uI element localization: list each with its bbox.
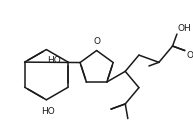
Text: O: O	[93, 37, 100, 46]
Text: OH: OH	[178, 24, 192, 33]
Text: O: O	[186, 51, 193, 60]
Text: HO: HO	[41, 107, 55, 116]
Text: HO: HO	[48, 56, 61, 65]
